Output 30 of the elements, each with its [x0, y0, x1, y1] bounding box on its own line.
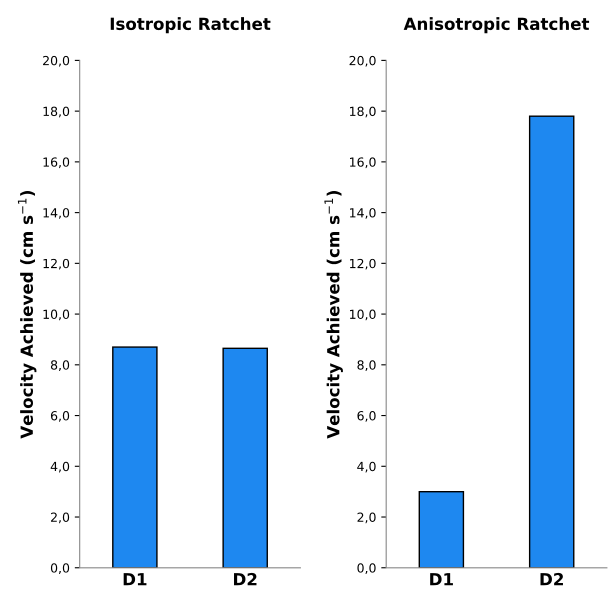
y-tick-label: 4,0	[357, 462, 376, 472]
y-tick-label: 16,0	[44, 157, 70, 168]
y-tick-label: 6,0	[357, 411, 376, 422]
y-tick-label: 6,0	[50, 411, 70, 422]
y-tick-label: 16,0	[350, 157, 376, 168]
chart-title: Isotropic Ratchet	[110, 17, 270, 34]
chart-title: Anisotropic Ratchet	[404, 17, 590, 34]
x-tick-label: D1	[124, 573, 146, 586]
y-tick-label: 12,0	[350, 258, 376, 270]
y-tick-label: 12,0	[44, 258, 70, 270]
y-tick-label: 10,0	[350, 310, 376, 320]
y-tick-label: 2,0	[51, 512, 70, 524]
y-axis-title: Velocity Achieved (cm s$^{−1}$)	[18, 191, 36, 439]
y-tick-label: 8,0	[50, 360, 70, 372]
y-tick-label: 14,0	[44, 208, 70, 219]
y-tick-label: 0,0	[50, 563, 70, 574]
x-tick-label: D2	[540, 572, 563, 586]
y-tick-label: 2,0	[358, 512, 376, 524]
y-tick-label: 14,0	[350, 208, 376, 219]
y-tick-label: 8,0	[357, 360, 376, 372]
y-tick-label: 20,0	[43, 56, 70, 67]
y-axis-title: Velocity Achieved (cm s$^{−1}$)	[324, 191, 343, 439]
y-tick-label: 18,0	[44, 106, 70, 118]
y-tick-label: 4,0	[50, 462, 70, 472]
y-tick-label: 0,0	[357, 563, 376, 574]
x-tick-label: D1	[430, 573, 453, 586]
y-tick-label: 20,0	[350, 56, 376, 67]
y-tick-label: 18,0	[350, 106, 376, 118]
y-tick-label: 10,0	[44, 310, 70, 320]
x-tick-label: D2	[234, 572, 256, 586]
